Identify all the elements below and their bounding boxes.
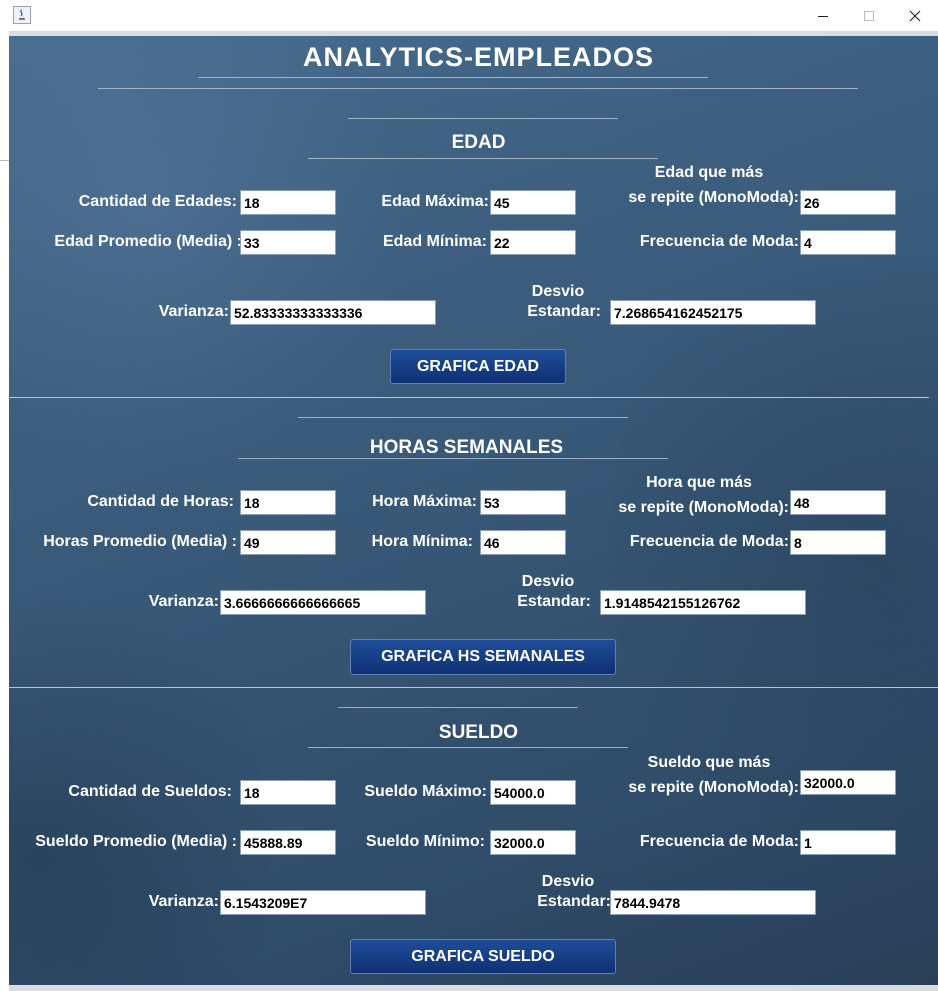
horas-varianza-label: Varianza:: [148, 593, 219, 610]
grafica-sueldo-button[interactable]: GRAFICA SUELDO: [350, 939, 616, 974]
edad-frecuencia-field[interactable]: 4: [800, 230, 896, 255]
section-rule: [308, 158, 658, 159]
sueldo-cantidad-label: Cantidad de Sueldos:: [68, 783, 232, 800]
title-underline: [98, 88, 858, 89]
horas-maxima-label: Hora Máxima:: [372, 493, 477, 510]
page-title: ANALYTICS-EMPLEADOS: [302, 42, 655, 72]
edad-moda-label: se repite (MonoModa):: [628, 189, 799, 206]
edad-promedio-field[interactable]: 33: [240, 230, 336, 255]
minimize-button[interactable]: [800, 0, 846, 31]
horas-moda-label: Hora que más: [646, 474, 752, 491]
horas-promedio-label: Horas Promedio (Media) :: [43, 533, 237, 550]
edad-minima-field[interactable]: 22: [490, 230, 576, 255]
close-icon: [909, 10, 921, 21]
grafica-hs-semanales-button[interactable]: GRAFICA HS SEMANALES: [350, 639, 616, 675]
edad-moda-label: Edad que más: [654, 164, 764, 181]
close-button[interactable]: [892, 0, 938, 31]
section-rule: [238, 458, 668, 459]
section-separator: [9, 397, 929, 398]
edad-frecuencia-label: Frecuencia de Moda:: [639, 233, 799, 250]
sueldo-cantidad-field[interactable]: 18: [240, 780, 336, 805]
sueldo-moda-label: Sueldo que más: [647, 754, 771, 771]
sueldo-desvio-label: Estandar:: [537, 893, 611, 910]
horas-cantidad-label: Cantidad de Horas:: [87, 493, 234, 510]
sueldo-desvio-field[interactable]: 7844.9478: [610, 890, 816, 915]
section-title-edad: EDAD: [451, 132, 506, 153]
section-separator: [9, 687, 938, 688]
background-highlight: [9, 36, 409, 476]
edad-cantidad-field[interactable]: 18: [240, 190, 336, 215]
sueldo-desvio-label: Desvio: [541, 873, 595, 890]
horas-cantidad-field[interactable]: 18: [240, 490, 336, 515]
edad-varianza-field[interactable]: 52.83333333333336: [230, 300, 436, 325]
horas-frecuencia-field[interactable]: 8: [790, 530, 886, 555]
section-title-sueldo: SUELDO: [438, 722, 519, 743]
horas-varianza-field[interactable]: 3.6666666666666665: [220, 590, 426, 615]
sueldo-frecuencia-field[interactable]: 1: [800, 830, 896, 855]
title-underline: [198, 77, 708, 78]
sueldo-promedio-field[interactable]: 45888.89: [240, 830, 336, 855]
maximize-icon: [864, 10, 874, 21]
horas-moda-field[interactable]: 48: [790, 490, 886, 515]
main-panel: ANALYTICS-EMPLEADOS EDAD Cantidad de Eda…: [9, 36, 938, 985]
edad-maxima-label: Edad Máxima:: [381, 193, 489, 210]
edad-desvio-label: Desvio: [531, 283, 585, 300]
horas-desvio-label: Desvio: [521, 573, 575, 590]
section-rule: [348, 118, 618, 119]
horas-minima-field[interactable]: 46: [480, 530, 566, 555]
section-rule: [308, 747, 628, 748]
grafica-edad-button[interactable]: GRAFICA EDAD: [390, 349, 566, 384]
background-divider: [0, 160, 9, 161]
edad-desvio-field[interactable]: 7.268654162452175: [610, 300, 816, 325]
sueldo-minimo-label: Sueldo Mínimo:: [365, 833, 485, 850]
sueldo-moda-label: se repite (MonoModa):: [628, 779, 799, 796]
maximize-button[interactable]: [846, 0, 892, 31]
sueldo-moda-field[interactable]: 32000.0: [800, 770, 896, 795]
horas-maxima-field[interactable]: 53: [480, 490, 566, 515]
sueldo-promedio-label: Sueldo Promedio (Media) :: [35, 833, 237, 850]
edad-minima-label: Edad Mínima:: [382, 233, 487, 250]
horas-desvio-field[interactable]: 1.9148542155126762: [600, 590, 806, 615]
sueldo-varianza-field[interactable]: 6.1543209E7: [220, 890, 426, 915]
edad-varianza-label: Varianza:: [158, 303, 229, 320]
frame-bottom-edge: [9, 985, 938, 991]
horas-minima-label: Hora Mínima:: [371, 533, 473, 550]
java-app-icon: [13, 6, 31, 24]
section-title-horas: HORAS SEMANALES: [369, 437, 564, 458]
window-titlebar: [0, 0, 938, 31]
horas-frecuencia-label: Frecuencia de Moda:: [629, 533, 789, 550]
background-shadow: [9, 556, 269, 985]
section-rule: [298, 417, 628, 418]
sueldo-frecuencia-label: Frecuencia de Moda:: [639, 833, 799, 850]
sueldo-minimo-field[interactable]: 32000.0: [490, 830, 576, 855]
window-left-border: [0, 31, 9, 991]
sueldo-maximo-field[interactable]: 54000.0: [490, 780, 576, 805]
edad-cantidad-label: Cantidad de Edades:: [78, 193, 237, 210]
sueldo-maximo-label: Sueldo Máximo:: [364, 783, 487, 800]
horas-promedio-field[interactable]: 49: [240, 530, 336, 555]
edad-moda-field[interactable]: 26: [800, 190, 896, 215]
edad-desvio-label: Estandar:: [527, 303, 601, 320]
horas-desvio-label: Estandar:: [517, 593, 591, 610]
edad-maxima-field[interactable]: 45: [490, 190, 576, 215]
sueldo-varianza-label: Varianza:: [148, 893, 219, 910]
edad-promedio-label: Edad Promedio (Media) :: [54, 233, 242, 250]
frame-top-edge: [9, 31, 938, 36]
horas-moda-label: se repite (MonoModa):: [618, 499, 789, 516]
minimize-icon: [818, 15, 828, 17]
section-rule: [338, 707, 578, 708]
